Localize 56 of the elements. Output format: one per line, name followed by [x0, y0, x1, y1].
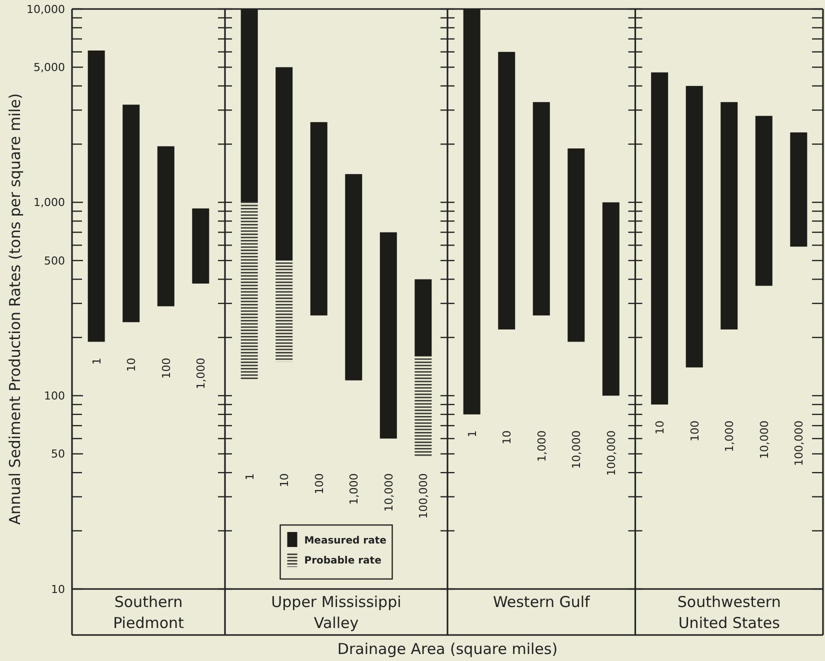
x-tick-label: 1,000 — [723, 420, 736, 452]
x-tick-label: 100,000 — [792, 420, 806, 466]
bar — [498, 52, 516, 330]
bar — [532, 102, 550, 316]
x-tick-label: 1,000 — [348, 473, 361, 505]
bar — [755, 116, 772, 286]
bar — [720, 102, 738, 330]
x-tick-label: 100 — [160, 358, 173, 379]
bar — [192, 208, 210, 284]
x-tick-label: 10 — [278, 473, 292, 488]
x-tick-label: 10 — [125, 358, 138, 372]
x-axis-title: Southwestern United States — [677, 593, 781, 632]
legend-label: Measured rate — [304, 536, 387, 546]
bar — [276, 67, 293, 261]
x-tick-label: 1 — [90, 358, 104, 365]
y-tick-label: 100 — [44, 390, 65, 403]
x-tick-label: 10 — [654, 420, 667, 435]
y-axis-title: Annual Sediment Production Rates (tons per square mile) — [6, 93, 24, 525]
bar — [568, 148, 585, 342]
x-axis-title: Southern Piedmont — [113, 593, 184, 632]
bar — [310, 122, 328, 316]
y-tick-label: 50 — [51, 448, 65, 461]
x-axis-title: Upper Mississippi Valley — [271, 593, 402, 632]
x-tick-label: 100,000 — [604, 430, 618, 476]
bar — [414, 356, 432, 458]
x-tick-label: 100 — [688, 420, 702, 442]
y-tick-label: 5,000 — [34, 61, 65, 74]
x-tick-label: 1,000 — [194, 358, 208, 390]
bar — [157, 146, 174, 306]
text: Drainage Area (square miles) — [337, 640, 558, 658]
bar — [602, 202, 620, 396]
bar — [276, 260, 293, 362]
bar — [240, 202, 258, 380]
bar — [345, 174, 362, 380]
bar — [790, 132, 808, 247]
x-tick-label: 10,000 — [382, 473, 396, 512]
x-tick-label: 10 — [500, 430, 514, 444]
legend-label: Probable rate — [304, 556, 382, 566]
x-tick-label: 10,000 — [758, 420, 771, 460]
y-tick-label: 10,000 — [26, 2, 65, 16]
x-tick-label: 100 — [312, 473, 326, 494]
x-tick-label: 1,000 — [535, 430, 548, 462]
bar — [651, 72, 668, 405]
x-tick-label: 10,000 — [570, 430, 584, 469]
bar — [380, 232, 397, 439]
x-tick-label: 100,000 — [417, 473, 430, 519]
y-tick-label: 10 — [51, 582, 65, 596]
bar — [414, 279, 432, 356]
bar — [122, 104, 140, 322]
x-tick-label: 1 — [466, 430, 479, 438]
y-tick-label: 500 — [44, 254, 65, 268]
bar — [88, 50, 105, 342]
bar — [686, 86, 703, 368]
x-tick-label: 1 — [243, 473, 256, 480]
y-tick-label: 1,000 — [34, 196, 65, 210]
x-axis-title: Western Gulf — [492, 593, 591, 611]
